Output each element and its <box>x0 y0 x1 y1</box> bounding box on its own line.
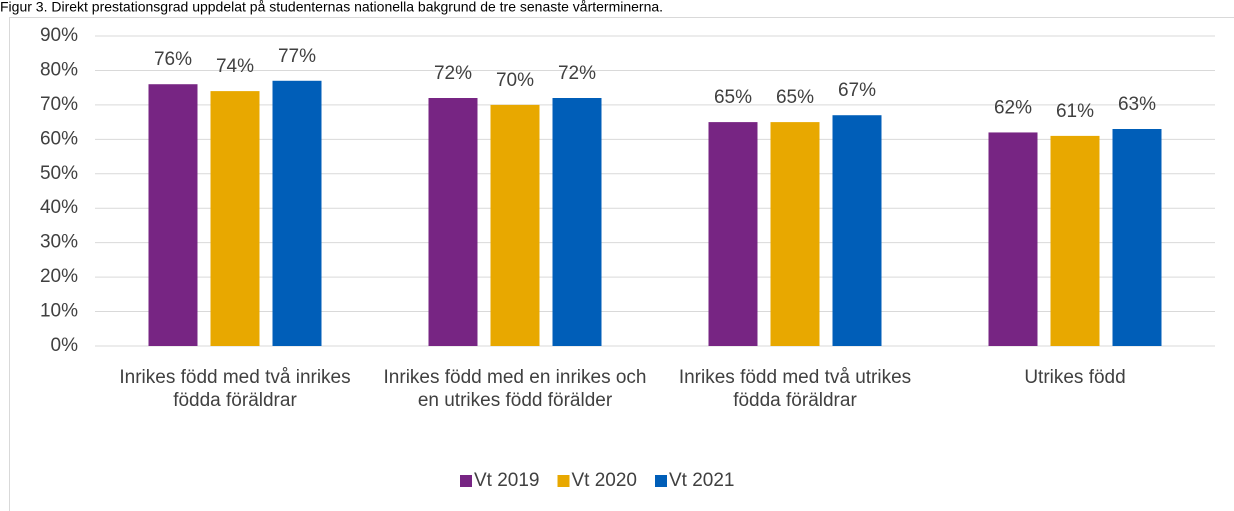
chart-frame <box>9 17 1234 511</box>
value-label: 70% <box>496 70 534 91</box>
y-tick-label: 60% <box>40 128 78 149</box>
x-tick-label: Inrikes född med två inrikes födda föräl… <box>119 367 351 411</box>
bar <box>490 104 540 346</box>
legend-label: Vt 2020 <box>572 470 638 491</box>
bar <box>148 84 198 346</box>
value-label: 61% <box>1056 101 1094 122</box>
legend-swatch <box>460 475 472 487</box>
value-label: 74% <box>216 56 254 77</box>
value-label: 63% <box>1118 94 1156 115</box>
bar <box>832 115 882 346</box>
bar <box>428 98 478 346</box>
bar <box>272 80 322 347</box>
value-label: 67% <box>838 80 876 101</box>
bar <box>708 122 758 346</box>
x-tick-label: Inrikes född med en inrikes och en utrik… <box>383 367 647 411</box>
chart-title: Figur 3. Direkt prestationsgrad uppdelat… <box>0 0 663 15</box>
legend-label: Vt 2021 <box>669 470 735 491</box>
bar <box>1050 135 1100 346</box>
bar <box>1112 129 1162 346</box>
legend-label: Vt 2019 <box>474 470 540 491</box>
y-tick-label: 50% <box>40 163 78 184</box>
y-tick-label: 0% <box>51 335 79 356</box>
bar <box>770 122 820 346</box>
legend-swatch <box>655 475 667 487</box>
y-tick-label: 30% <box>40 232 78 253</box>
value-label: 65% <box>776 87 814 108</box>
value-label: 77% <box>278 46 316 67</box>
y-tick-label: 70% <box>40 94 78 115</box>
value-label: 72% <box>558 63 596 84</box>
value-label: 62% <box>994 97 1032 118</box>
value-label: 65% <box>714 87 752 108</box>
x-tick-label: Utrikes född <box>1024 367 1126 388</box>
x-tick-label: Inrikes född med två utrikes födda föräl… <box>678 367 912 411</box>
y-tick-label: 80% <box>40 59 78 80</box>
y-tick-label: 10% <box>40 301 78 322</box>
bar <box>988 132 1038 346</box>
y-tick-label: 40% <box>40 197 78 218</box>
legend-swatch <box>557 475 570 487</box>
value-label: 72% <box>434 63 472 84</box>
y-tick-label: 90% <box>40 25 78 46</box>
bar <box>210 91 260 346</box>
y-tick-label: 20% <box>40 266 78 287</box>
bar <box>552 98 602 346</box>
value-label: 76% <box>154 49 192 70</box>
